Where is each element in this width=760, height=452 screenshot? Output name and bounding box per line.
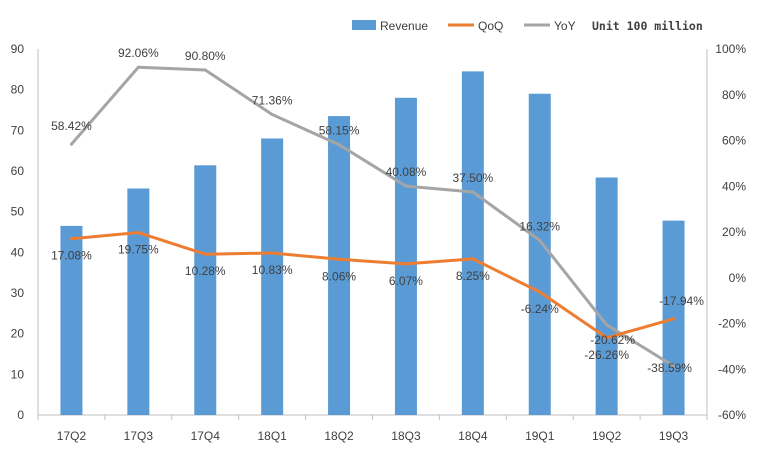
qoq-data-label: 17.08% <box>51 249 92 263</box>
x-tick-label: 17Q4 <box>191 429 221 443</box>
y-tick-label: 50 <box>11 205 25 219</box>
y2-tick-label: -60% <box>718 408 746 422</box>
qoq-point <box>471 257 475 261</box>
y2-tick-label: 40% <box>722 179 746 193</box>
yoy-point <box>404 184 408 188</box>
qoq-point <box>270 251 274 255</box>
qoq-point <box>404 262 408 266</box>
axes-layer: 0 10 20 30 40 50 60 70 80 90 -60% -40% -20% 0% 20% 40% 6… <box>11 42 747 443</box>
y2-tick-label: 100% <box>715 42 746 56</box>
qoq-data-label: -6.24% <box>521 302 559 316</box>
yoy-point <box>270 113 274 117</box>
y-tick-label: 90 <box>11 42 25 56</box>
y-tick-label: 0 <box>17 408 24 422</box>
yoy-point <box>538 238 542 242</box>
y-tick-label: 30 <box>11 286 25 300</box>
yoy-point <box>337 143 341 147</box>
qoq-data-label: 10.28% <box>185 264 226 278</box>
qoq-data-label: -26.26% <box>584 348 629 362</box>
legend-label-yoy: YoY <box>554 19 576 33</box>
data-labels: 17.08% 19.75% 10.28% 10.83% 8.06% 6.07% 8.25% -… <box>51 46 704 375</box>
revenue-bar <box>127 188 150 415</box>
revenue-bar <box>528 93 551 415</box>
y2-tick-label: 20% <box>722 225 746 239</box>
revenue-bar <box>194 165 217 415</box>
unit-note: Unit 100 million <box>592 19 703 33</box>
revenue-bar <box>394 97 417 416</box>
x-tick-label: 17Q3 <box>124 429 154 443</box>
yoy-data-label: 37.50% <box>452 171 493 185</box>
yoy-data-label: 40.08% <box>386 165 427 179</box>
qoq-point <box>203 252 207 256</box>
revenue-bar <box>261 138 284 415</box>
qoq-line <box>70 231 676 340</box>
qoq-point <box>136 231 140 235</box>
qoq-data-label: 19.75% <box>118 243 159 257</box>
qoq-point <box>538 290 542 294</box>
legend-label-qoq: QoQ <box>478 19 503 33</box>
revenue-bar <box>328 116 351 415</box>
x-tick-label: 17Q2 <box>57 429 87 443</box>
yoy-data-label: 92.06% <box>118 46 159 60</box>
yoy-point <box>203 68 207 72</box>
y-tick-label: 70 <box>11 123 25 137</box>
qoq-point <box>605 336 609 340</box>
legend-swatch-revenue <box>352 20 376 30</box>
legend-label-revenue: Revenue <box>380 19 428 33</box>
x-tick-label: 19Q3 <box>659 429 689 443</box>
revenue-bars <box>60 71 685 416</box>
yoy-data-label: 16.32% <box>519 219 560 233</box>
y2-tick-label: 60% <box>722 134 746 148</box>
revenue-bar <box>595 177 618 415</box>
x-tick-label: 18Q1 <box>257 429 287 443</box>
yoy-line <box>70 65 676 368</box>
x-tick-label: 18Q2 <box>324 429 354 443</box>
yoy-data-label: -20.62% <box>590 333 635 347</box>
qoq-point <box>69 237 73 241</box>
revenue-bar <box>60 225 83 415</box>
qoq-data-label: 6.07% <box>389 274 423 288</box>
qoq-data-label: 10.83% <box>252 263 293 277</box>
y-tick-label: 10 <box>11 367 25 381</box>
yoy-point <box>605 323 609 327</box>
series-lines <box>69 65 676 368</box>
yoy-point <box>672 364 676 368</box>
yoy-point <box>471 190 475 194</box>
legend: Revenue QoQ YoY Unit 100 million <box>352 19 703 33</box>
yoy-data-label: 71.36% <box>252 94 293 108</box>
x-tick-label: 18Q4 <box>458 429 488 443</box>
yoy-point <box>136 65 140 69</box>
qoq-point <box>337 257 341 261</box>
y2-tick-label: -20% <box>718 317 746 331</box>
x-tick-label: 18Q3 <box>391 429 421 443</box>
qoq-data-label: 8.06% <box>322 269 356 283</box>
y2-tick-label: 0% <box>729 271 747 285</box>
x-tick-label: 19Q1 <box>525 429 555 443</box>
qoq-point <box>672 317 676 321</box>
y-tick-label: 40 <box>11 245 25 259</box>
y-tick-label: 80 <box>11 83 25 97</box>
revenue-bar <box>461 71 484 415</box>
y2-tick-label: -40% <box>718 362 746 376</box>
x-tick-label: 19Q2 <box>592 429 622 443</box>
y-tick-label: 20 <box>11 327 25 341</box>
qoq-data-label: -17.94% <box>659 294 704 308</box>
yoy-data-label: 90.80% <box>185 49 226 63</box>
yoy-data-label: 58.42% <box>51 119 92 133</box>
yoy-point <box>69 142 73 146</box>
yoy-data-label: -38.59% <box>647 361 692 375</box>
qoq-data-label: 8.25% <box>456 269 490 283</box>
y2-tick-label: 80% <box>722 88 746 102</box>
yoy-data-label: 58.15% <box>319 124 360 138</box>
y-tick-label: 60 <box>11 164 25 178</box>
